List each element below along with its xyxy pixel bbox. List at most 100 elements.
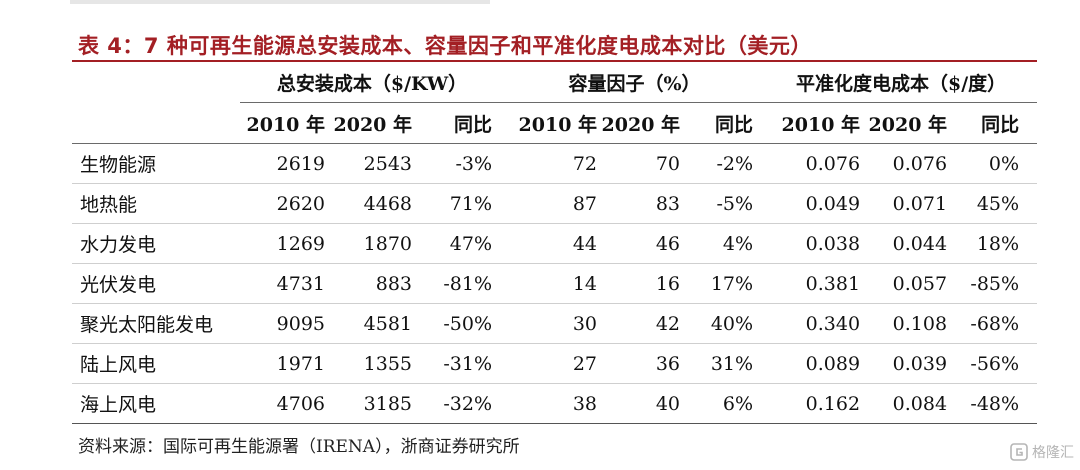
table-cell: -31% <box>412 343 505 384</box>
corner-cell-2 <box>72 102 240 144</box>
title-rule <box>72 60 1037 62</box>
table-row: 海上风电 4706 3185 -32% 38 40 6% 0.162 0.084 -48% <box>72 383 1038 424</box>
table-cell: 0.084 <box>860 383 948 424</box>
row-label: 海上风电 <box>72 383 240 424</box>
col-yoy: 同比 <box>680 102 766 144</box>
table-cell: 36 <box>597 343 681 384</box>
col-yoy: 同比 <box>412 102 505 144</box>
table-cell: 45% <box>947 183 1038 224</box>
table-cell: 42 <box>597 303 681 344</box>
comparison-table: 总安装成本（$/KW） 容量因子（%） 平准化度电成本（$/度） 2010 年 … <box>72 62 1038 424</box>
table-title: 表 4：7 种可再生能源总安装成本、容量因子和平准化度电成本对比（美元） <box>78 34 812 58</box>
group-header-row: 总安装成本（$/KW） 容量因子（%） 平准化度电成本（$/度） <box>72 62 1038 103</box>
table-cell: 0% <box>947 143 1038 184</box>
table-row: 光伏发电 4731 883 -81% 14 16 17% 0.381 0.057 -85% <box>72 263 1038 304</box>
table-cell: 83 <box>597 183 681 224</box>
table-cell: 31% <box>680 343 766 384</box>
table-row: 水力发电 1269 1870 47% 44 46 4% 0.038 0.044 18% <box>72 223 1038 264</box>
row-label: 水力发电 <box>72 223 240 264</box>
table-cell: 2543 <box>325 143 412 184</box>
table-cell: 46 <box>597 223 681 264</box>
table-cell: 47% <box>412 223 505 264</box>
table-cell: 0.049 <box>765 183 861 224</box>
col-2010: 2010 年 <box>765 102 861 144</box>
row-label: 陆上风电 <box>72 343 240 384</box>
col-2010: 2010 年 <box>240 102 325 144</box>
col-yoy: 同比 <box>947 102 1038 144</box>
subheader-row: 2010 年 2020 年 同比 2010 年 2020 年 同比 2010 年… <box>72 102 1038 144</box>
table-cell: 0.076 <box>860 143 948 184</box>
table-cell: 4581 <box>325 303 412 344</box>
row-label: 聚光太阳能发电 <box>72 303 240 344</box>
watermark-text: 格隆汇 <box>1032 445 1074 461</box>
col-2020: 2020 年 <box>860 102 948 144</box>
table-cell: 16 <box>597 263 681 304</box>
col-2020: 2020 年 <box>325 102 412 144</box>
table-cell: 6% <box>680 383 766 424</box>
source-note: 资料来源：国际可再生能源署（IRENA），浙商证券研究所 <box>78 437 520 457</box>
table-cell: 71% <box>412 183 505 224</box>
table-cell: 40 <box>597 383 681 424</box>
table-cell: -2% <box>680 143 766 184</box>
table-cell: 0.044 <box>860 223 948 264</box>
table-cell: 0.108 <box>860 303 948 344</box>
watermark-logo-icon <box>1010 443 1028 461</box>
table-cell: 0.057 <box>860 263 948 304</box>
table-cell: 0.340 <box>765 303 861 344</box>
table-cell: 44 <box>504 223 598 264</box>
table-cell: 0.038 <box>765 223 861 264</box>
table-cell: -3% <box>412 143 505 184</box>
table-cell: 4468 <box>325 183 412 224</box>
table-cell: 30 <box>504 303 598 344</box>
table-cell: -85% <box>947 263 1038 304</box>
table-cell: -50% <box>412 303 505 344</box>
row-label: 地热能 <box>72 183 240 224</box>
table-cell: 17% <box>680 263 766 304</box>
group-lcoe: 平准化度电成本（$/度） <box>765 62 1038 103</box>
table-row: 聚光太阳能发电 9095 4581 -50% 30 42 40% 0.340 0.108 -68% <box>72 303 1038 344</box>
table-cell: 0.162 <box>765 383 861 424</box>
table-row: 陆上风电 1971 1355 -31% 27 36 31% 0.089 0.039 -56% <box>72 343 1038 384</box>
table-cell: 2619 <box>240 143 325 184</box>
table-cell: 72 <box>504 143 598 184</box>
table-cell: 0.039 <box>860 343 948 384</box>
table-cell: -81% <box>412 263 505 304</box>
table-cell: -5% <box>680 183 766 224</box>
table-cell: 87 <box>504 183 598 224</box>
table-cell: -56% <box>947 343 1038 384</box>
table-cell: 4706 <box>240 383 325 424</box>
table-cell: 0.089 <box>765 343 861 384</box>
table-cell: 1355 <box>325 343 412 384</box>
table-cell: 14 <box>504 263 598 304</box>
table-cell: 0.381 <box>765 263 861 304</box>
table-row: 生物能源 2619 2543 -3% 72 70 -2% 0.076 0.076 0% <box>72 143 1038 184</box>
top-edge-rule <box>70 0 490 4</box>
corner-cell <box>72 62 240 103</box>
group-install-cost: 总安装成本（$/KW） <box>240 62 505 103</box>
table-cell: 3185 <box>325 383 412 424</box>
col-2010: 2010 年 <box>504 102 598 144</box>
table-cell: 40% <box>680 303 766 344</box>
table-cell: -32% <box>412 383 505 424</box>
table-cell: 1269 <box>240 223 325 264</box>
table-cell: -48% <box>947 383 1038 424</box>
table-cell: 9095 <box>240 303 325 344</box>
group-capacity-factor: 容量因子（%） <box>504 62 766 103</box>
col-2020: 2020 年 <box>597 102 681 144</box>
table-cell: 4% <box>680 223 766 264</box>
row-label: 生物能源 <box>72 143 240 184</box>
table-cell: 4731 <box>240 263 325 304</box>
table-cell: 0.071 <box>860 183 948 224</box>
table-cell: 1971 <box>240 343 325 384</box>
table-cell: 2620 <box>240 183 325 224</box>
table-cell: 27 <box>504 343 598 384</box>
table-cell: 70 <box>597 143 681 184</box>
watermark: 格隆汇 <box>1010 442 1074 462</box>
table-cell: 0.076 <box>765 143 861 184</box>
table-cell: 18% <box>947 223 1038 264</box>
table-cell: -68% <box>947 303 1038 344</box>
row-label: 光伏发电 <box>72 263 240 304</box>
table-cell: 1870 <box>325 223 412 264</box>
table-cell: 883 <box>325 263 412 304</box>
table-row: 地热能 2620 4468 71% 87 83 -5% 0.049 0.071 45% <box>72 183 1038 224</box>
